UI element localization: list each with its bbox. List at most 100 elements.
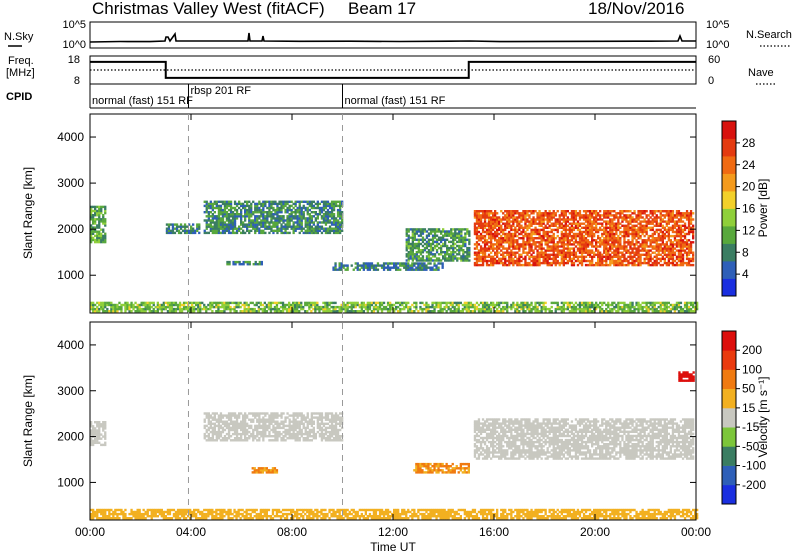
heatmap-cell (450, 232, 453, 235)
heatmap-cell (494, 210, 497, 213)
heatmap-cell (395, 266, 398, 269)
heatmap-cell (452, 253, 455, 256)
heatmap-cell (500, 301, 503, 305)
heatmap-cell (100, 307, 103, 311)
heatmap-cell (671, 220, 675, 223)
heatmap-cell (485, 263, 489, 267)
heatmap-cell (625, 228, 628, 232)
heatmap-cell (296, 223, 299, 226)
heatmap-cell (580, 245, 584, 248)
heatmap-cell (536, 307, 539, 311)
heatmap-cell (316, 200, 319, 203)
heatmap-cell (213, 200, 216, 203)
heatmap-cell (475, 263, 479, 267)
heatmap-cell (536, 259, 539, 263)
heatmap-cell (193, 301, 196, 305)
heatmap-cell (623, 234, 626, 238)
heatmap-cell (425, 266, 428, 269)
heatmap-cell (452, 259, 455, 262)
heatmap-cell (477, 243, 481, 246)
heatmap-cell (619, 257, 622, 261)
heatmap-cell (255, 303, 258, 307)
heatmap-cell (223, 221, 227, 224)
heatmap-cell (611, 243, 614, 246)
heatmap-cell (203, 219, 206, 222)
heatmap-cell (619, 243, 622, 246)
heatmap-cell (274, 219, 277, 222)
heatmap-cell (599, 263, 602, 267)
heatmap-cell (540, 212, 543, 215)
heatmap-cell (223, 301, 226, 305)
heatmap-cell (407, 236, 410, 239)
heatmap-cell (677, 257, 681, 261)
heatmap-cell (558, 222, 561, 225)
heatmap-cell (205, 223, 208, 226)
heatmap-cell (613, 261, 616, 265)
heatmap-cell (653, 220, 656, 223)
heatmap-cell (673, 216, 677, 219)
heatmap-cell (641, 232, 644, 236)
heatmap-cell (669, 241, 672, 244)
heatmap-cell (683, 245, 687, 248)
heatmap-cell (326, 219, 330, 222)
heatmap-cell (623, 303, 626, 307)
heatmap-cell (677, 263, 681, 267)
heatmap-cell (217, 223, 221, 226)
heatmap-cell (631, 247, 634, 250)
heatmap-cell (524, 222, 527, 225)
heatmap-cell (591, 263, 594, 267)
heatmap-cell (584, 220, 588, 223)
heatmap-cell (576, 243, 580, 246)
heatmap-cell (356, 268, 359, 271)
heatmap-cell (552, 251, 555, 254)
heatmap-cell (419, 266, 422, 269)
heatmap-cell (564, 307, 567, 311)
heatmap-cell (677, 259, 681, 263)
heatmap-cell (564, 247, 567, 250)
heatmap-cell (453, 305, 456, 309)
heatmap-cell (332, 221, 336, 224)
heatmap-cell (209, 223, 212, 226)
heatmap-cell (562, 303, 565, 307)
heatmap-cell (588, 210, 592, 213)
heatmap-cell (413, 301, 416, 305)
heatmap-cell (560, 224, 563, 227)
heatmap-cell (667, 261, 670, 265)
heatmap-cell (366, 262, 369, 265)
heatmap-cell (653, 261, 656, 265)
heatmap-cell (534, 261, 537, 265)
heatmap-cell (593, 220, 596, 223)
heatmap-cell (279, 305, 283, 309)
heatmap-cell (627, 234, 630, 238)
heatmap-cell (582, 243, 586, 246)
heatmap-cell (180, 310, 184, 313)
heatmap-cell (250, 219, 253, 222)
heatmap-cell (631, 251, 634, 254)
heatmap-cell (546, 247, 549, 250)
heatmap-cell (528, 210, 531, 213)
heatmap-cell (372, 307, 376, 311)
heatmap-cell (391, 266, 394, 269)
heatmap-cell (128, 303, 131, 307)
heatmap-cell (631, 255, 634, 258)
heatmap-cell (578, 310, 582, 313)
heatmap-cell (240, 215, 243, 218)
heatmap-cell (252, 211, 255, 214)
heatmap-cell (209, 202, 212, 206)
heatmap-cell (548, 210, 551, 213)
heatmap-cell (623, 263, 626, 267)
heatmap-cell (532, 243, 535, 246)
heatmap-cell (306, 225, 309, 228)
heatmap-cell (492, 234, 495, 238)
heatmap-cell (615, 237, 618, 240)
heatmap-cell (464, 244, 467, 248)
heatmap-cell (213, 211, 216, 214)
heatmap-cell (286, 227, 289, 230)
heatmap-cell (475, 261, 479, 265)
heatmap-cell (437, 259, 441, 262)
heatmap-cell (540, 245, 543, 248)
heatmap-cell (445, 301, 448, 305)
heatmap-cell (663, 245, 666, 248)
heatmap-cell (413, 236, 416, 239)
heatmap-cell (179, 231, 183, 235)
